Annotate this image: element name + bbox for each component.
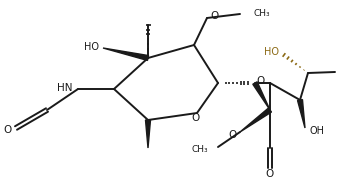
Text: CH₃: CH₃	[254, 8, 271, 18]
Text: O: O	[229, 130, 237, 140]
Text: HO: HO	[264, 47, 279, 57]
Text: O: O	[192, 113, 200, 123]
Polygon shape	[103, 48, 148, 60]
Text: O: O	[256, 76, 264, 86]
Text: OH: OH	[309, 126, 324, 136]
Text: O: O	[4, 125, 12, 135]
Polygon shape	[240, 108, 271, 132]
Text: HN: HN	[58, 83, 73, 93]
Text: O: O	[266, 169, 274, 179]
Polygon shape	[146, 120, 151, 148]
Polygon shape	[298, 99, 305, 128]
Text: CH₃: CH₃	[191, 145, 208, 154]
Text: HO: HO	[84, 42, 99, 52]
Text: O: O	[210, 11, 218, 21]
Polygon shape	[253, 82, 270, 110]
